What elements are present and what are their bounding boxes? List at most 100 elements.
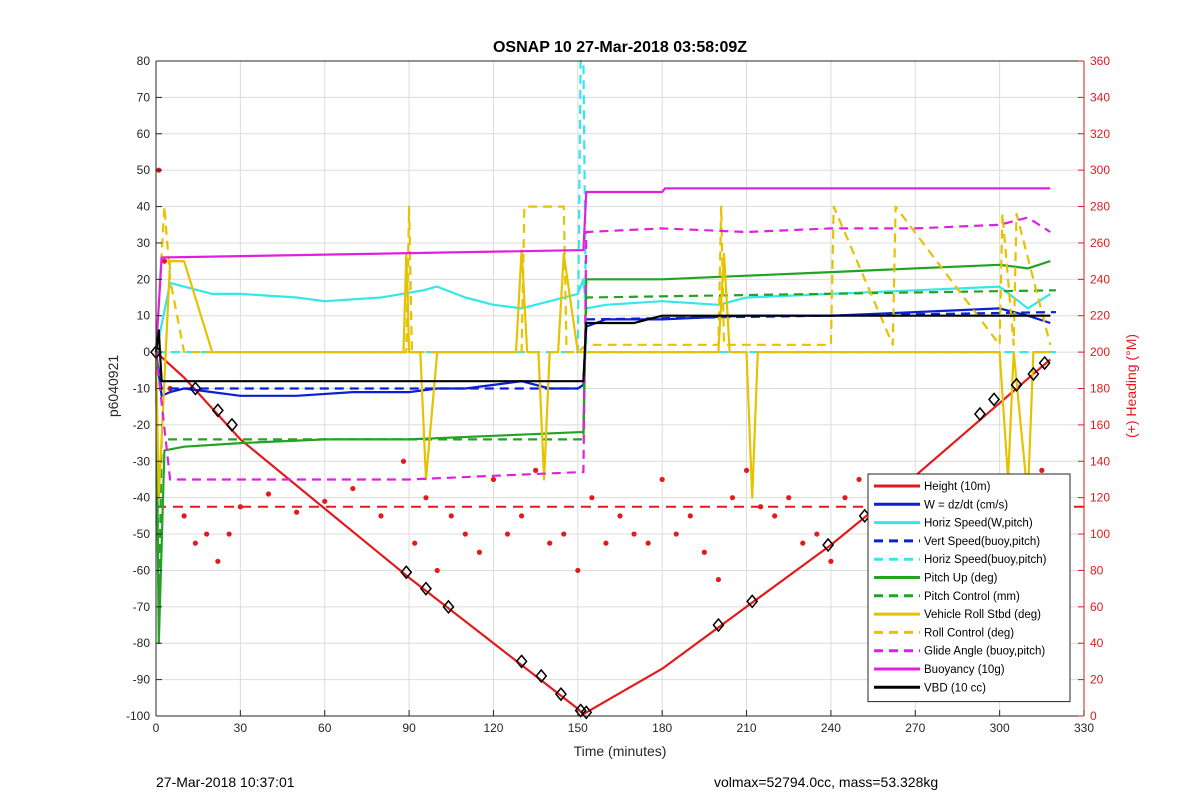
heading-point [490, 476, 497, 483]
y-tick-label: 10 [137, 309, 151, 323]
legend-label: Pitch Control (mm) [924, 591, 1020, 603]
heading-point [645, 540, 651, 546]
y2-tick-label: 80 [1090, 563, 1104, 577]
y2-tick-label: 120 [1090, 491, 1110, 505]
series-layer [150, 59, 1084, 720]
marker-point [1010, 377, 1023, 393]
marker-point [988, 392, 1000, 407]
y-axis-label: p6040921 [105, 355, 121, 418]
heading-point [215, 558, 221, 564]
heading-point [226, 531, 232, 537]
marker-point [515, 654, 528, 669]
heading-point [400, 458, 407, 464]
heading-point [547, 540, 553, 546]
y2-axis-label: (+) Heading (°M) [1123, 334, 1139, 438]
x-tick-label: 330 [1074, 721, 1094, 735]
y2-tick-label: 280 [1090, 200, 1110, 214]
heading-point [589, 495, 595, 501]
heading-point [462, 531, 468, 537]
marker-point [419, 581, 432, 596]
y-tick-label: 70 [137, 90, 151, 104]
y2-tick-label: 260 [1090, 236, 1110, 250]
x-tick-label: 90 [402, 721, 416, 735]
marker-point [535, 668, 548, 684]
y-tick-label: -30 [133, 454, 151, 468]
heading-point [181, 513, 187, 519]
y-tick-label: -60 [133, 563, 151, 577]
x-tick-label: 60 [318, 721, 332, 735]
legend-label: Pitch Up (deg) [924, 573, 998, 585]
axes: 0 30 60 90 120 150 180 210 240 270 300 330-100-90-8… [126, 54, 1110, 735]
x-axis-label: Time (minutes) [574, 743, 667, 759]
marker-point [442, 599, 455, 615]
y2-tick-label: 200 [1090, 345, 1110, 359]
legend-label: Roll Control (deg) [924, 627, 1014, 639]
heading-point [715, 576, 722, 583]
y2-tick-label: 160 [1090, 418, 1110, 432]
y-tick-label: -80 [133, 636, 151, 650]
marker-point [400, 565, 413, 580]
heading-point [828, 558, 834, 564]
footer-volmax-mass: volmax=52794.0cc, mass=53.328kg [714, 774, 939, 790]
legend-label: Glide Angle (buoy,pitch) [924, 646, 1045, 658]
marker-point [1027, 366, 1040, 382]
y2-tick-label: 180 [1090, 382, 1110, 396]
y-tick-label: 40 [137, 200, 151, 214]
y-tick-label: 80 [137, 54, 151, 68]
heading-point [350, 485, 356, 492]
series-line [154, 216, 1051, 481]
x-tick-label: 0 [153, 721, 160, 735]
marker-point [554, 686, 567, 702]
y2-tick-label: 340 [1090, 90, 1110, 104]
heading-point [294, 509, 300, 515]
y-tick-label: -100 [126, 709, 150, 723]
legend-label: Vert Speed(buoy,pitch) [924, 536, 1040, 548]
x-tick-label: 120 [483, 721, 503, 735]
heading-point [701, 549, 707, 555]
series-line [154, 187, 1051, 353]
y2-tick-label: 300 [1090, 163, 1110, 177]
y-tick-label: -90 [133, 673, 151, 687]
y-tick-label: 60 [137, 127, 151, 141]
marker-point [580, 705, 593, 720]
heading-point [729, 495, 736, 501]
y2-tick-label: 240 [1090, 272, 1110, 286]
heading-point [378, 513, 384, 519]
marker-point [822, 537, 835, 553]
marker-point [211, 403, 224, 418]
y2-tick-label: 140 [1090, 454, 1110, 468]
y2-tick-label: 60 [1090, 600, 1104, 614]
y-tick-label: -10 [133, 382, 151, 396]
y2-tick-label: 360 [1090, 54, 1110, 68]
heading-point [434, 567, 440, 574]
heading-point [476, 549, 482, 555]
heading-point [518, 513, 525, 519]
heading-point [617, 513, 623, 519]
y-tick-label: -20 [133, 418, 151, 432]
heading-point [237, 504, 243, 510]
y2-tick-label: 0 [1090, 709, 1097, 723]
heading-point [631, 531, 637, 537]
heading-point [192, 540, 198, 546]
y-tick-label: -70 [133, 600, 151, 614]
footer-timestamp: 27-Mar-2018 10:37:01 [156, 774, 295, 790]
series-line [154, 311, 1056, 390]
y-tick-label: 20 [137, 272, 151, 286]
heading-point [687, 513, 693, 519]
y-tick-label: -50 [133, 527, 151, 541]
heading-point [1039, 467, 1045, 473]
y2-tick-label: 100 [1090, 527, 1110, 541]
heading-point [533, 467, 539, 473]
heading-point [412, 540, 418, 546]
x-tick-label: 270 [905, 721, 925, 735]
y-tick-label: 30 [137, 236, 151, 250]
legend-label: Horiz Speed(buoy,pitch) [924, 554, 1047, 566]
heading-point [504, 531, 511, 537]
heading-point [265, 491, 272, 497]
y-tick-label: 50 [137, 163, 151, 177]
legend-label: Vehicle Roll Stbd (deg) [924, 609, 1041, 621]
x-tick-label: 30 [234, 721, 248, 735]
heading-point [842, 495, 848, 501]
x-tick-label: 210 [737, 721, 757, 735]
